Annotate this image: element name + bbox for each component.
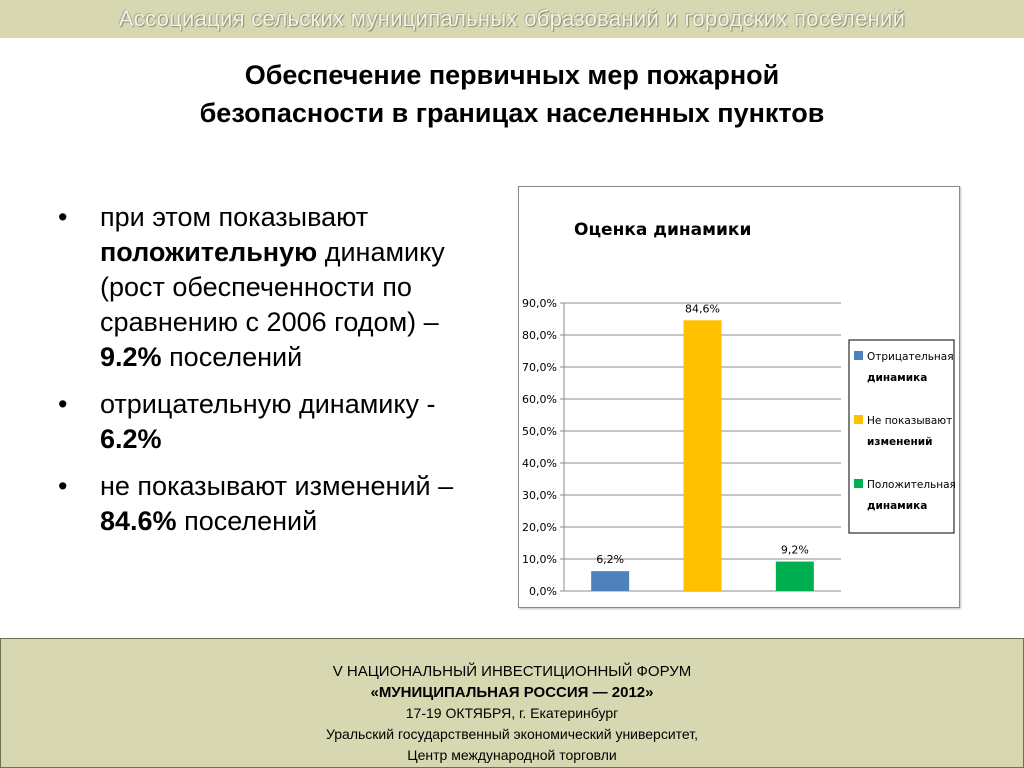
bullet-text: поселений — [184, 506, 318, 536]
bullet-negative: • отрицательную динамику - 6.2% — [58, 387, 478, 457]
bullet-list: • при этом показывают положительную дина… — [58, 200, 478, 551]
title-line-1: Обеспечение первичных мер пожарной — [244, 60, 780, 90]
legend-label: Не показывают — [867, 415, 952, 427]
bullet-text: отрицательную динамику - — [100, 389, 436, 419]
dynamics-bar-chart: Оценка динамики 0,0% 10,0% 20,0% 30,0% 40,0% 5… — [522, 220, 956, 598]
bullet-positive: • при этом показывают положительную дина… — [58, 200, 478, 375]
footer-center: Центр международной торговли — [407, 747, 617, 763]
y-tick-label: 30,0% — [522, 489, 557, 502]
legend-swatch — [854, 479, 863, 488]
legend-swatch — [854, 415, 863, 424]
bar — [591, 571, 630, 591]
legend-swatch — [854, 351, 863, 360]
bullet-marker: • — [58, 471, 68, 501]
y-tick-label: 60,0% — [522, 393, 557, 406]
bullet-value: 9.2% — [100, 342, 162, 372]
data-label: 6,2% — [596, 553, 624, 566]
footer-forum: V НАЦИОНАЛЬНЫЙ ИНВЕСТИЦИОННЫЙ ФОРУМ — [332, 663, 692, 680]
legend-label: динамика — [867, 500, 927, 512]
bullet-text: при этом показывают — [100, 202, 369, 232]
footer-panel: V НАЦИОНАЛЬНЫЙ ИНВЕСТИЦИОННЫЙ ФОРУМ «МУН… — [0, 638, 1024, 768]
bullet-text: динамику (рост обеспеченности по сравнен… — [100, 237, 445, 337]
y-tick-label: 20,0% — [522, 521, 557, 534]
y-tick-label: 40,0% — [522, 457, 557, 470]
bullet-marker: • — [58, 389, 68, 419]
bullet-value: 6.2% — [100, 424, 162, 454]
header-bar: Ассоциация сельских муниципальных образо… — [0, 0, 1024, 38]
bullet-text: не показывают изменений – — [100, 471, 454, 501]
legend-label: изменений — [867, 436, 933, 448]
association-name: Ассоциация сельских муниципальных образо… — [118, 6, 906, 31]
y-tick-label: 70,0% — [522, 361, 557, 374]
y-tick-label: 10,0% — [522, 553, 557, 566]
y-tick-label: 90,0% — [522, 297, 557, 310]
chart-title: Оценка динамики — [574, 220, 751, 240]
bullet-emphasis: положительную — [100, 237, 318, 267]
bullet-marker: • — [58, 202, 68, 232]
y-tick-label: 0,0% — [529, 585, 557, 598]
data-label: 84,6% — [685, 302, 720, 315]
bullet-value: 84.6% — [100, 506, 177, 536]
legend-label: Положительная — [867, 479, 956, 491]
bar — [775, 561, 814, 591]
data-label: 9,2% — [781, 544, 809, 557]
footer-dates: 17-19 ОКТЯБРЯ, г. Екатеринбург — [405, 705, 619, 721]
title-line-2: безопасности в границах населенных пункт… — [199, 98, 825, 128]
bullet-no-change: • не показывают изменений – 84.6% поселе… — [58, 469, 478, 539]
legend-label: динамика — [867, 372, 927, 384]
legend-box — [848, 339, 955, 534]
page-title: Обеспечение первичных мер пожарной безоп… — [60, 56, 964, 132]
chart-container: Оценка динамики 0,0% 10,0% 20,0% 30,0% 40,0% 5… — [518, 186, 960, 608]
footer-university: Уральский государственный экономический … — [326, 726, 698, 742]
footer-forum-name: «МУНИЦИПАЛЬНАЯ РОССИЯ — 2012» — [370, 684, 654, 701]
bar — [683, 320, 722, 591]
legend-label: Отрицательная — [867, 351, 954, 363]
y-tick-label: 50,0% — [522, 425, 557, 438]
y-tick-label: 80,0% — [522, 329, 557, 342]
bullet-text: поселений — [169, 342, 303, 372]
